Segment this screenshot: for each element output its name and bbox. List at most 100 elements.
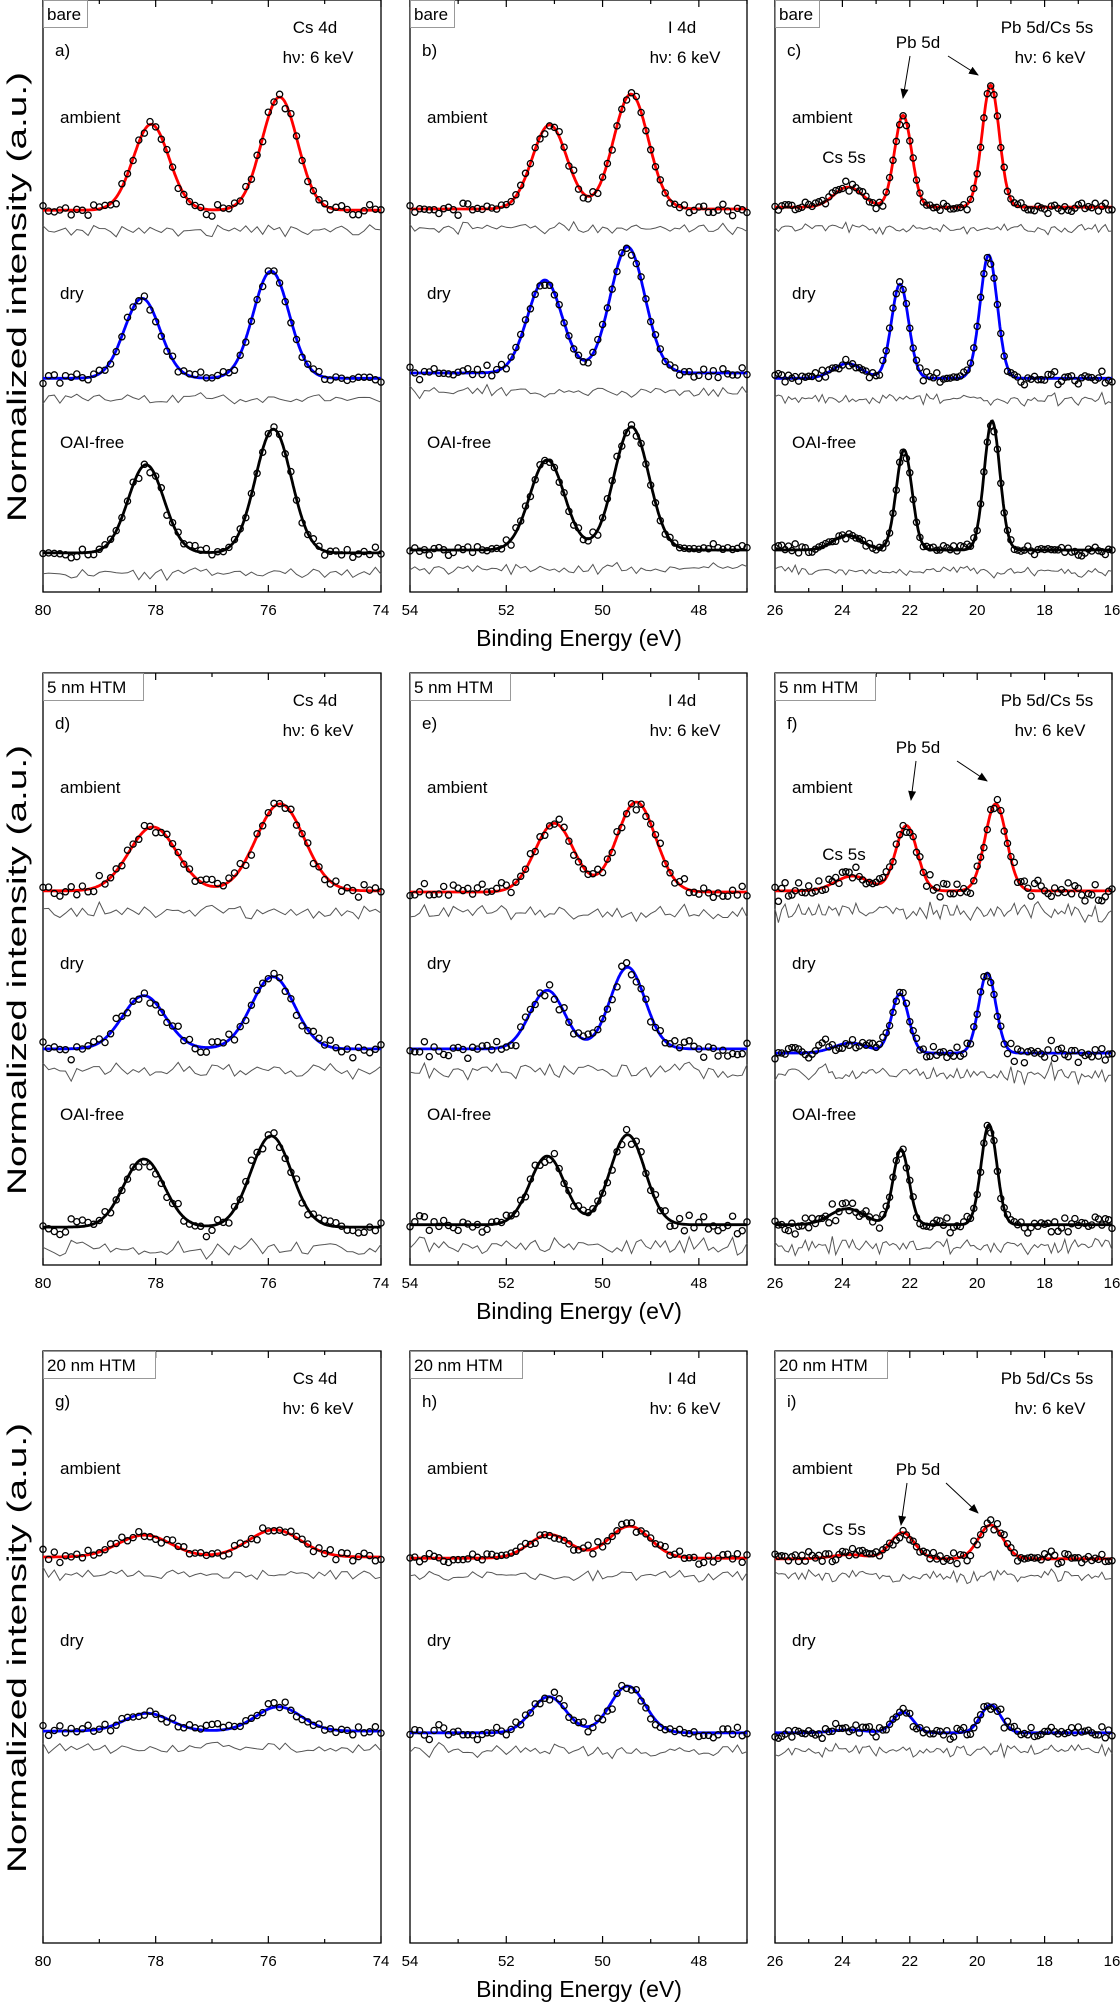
data-point (67, 1724, 75, 1733)
data-point (315, 863, 323, 871)
data-point (622, 244, 631, 253)
data-point (258, 979, 267, 987)
data-point (430, 1552, 438, 1561)
data-point (332, 877, 340, 885)
data-point (1074, 1058, 1083, 1067)
data-point (411, 369, 419, 377)
data-point (287, 467, 295, 476)
pb-5d-annotation: Pb 5d (896, 1460, 940, 1479)
data-point (541, 1530, 549, 1539)
annotation-arrow (908, 760, 917, 801)
sample-label-box (775, 0, 820, 28)
data-point (1007, 1543, 1015, 1552)
data-point (406, 1554, 414, 1562)
data-point (270, 98, 278, 106)
panel-letter: b) (422, 41, 437, 60)
x-tick-label: 78 (147, 1275, 164, 1292)
data-point (1094, 1731, 1103, 1739)
data-point (50, 1548, 59, 1556)
data-point (680, 1038, 689, 1046)
x-tick-label: 80 (35, 1953, 52, 1970)
data-point (202, 544, 211, 553)
data-point (174, 184, 182, 193)
data-point (39, 1222, 47, 1230)
data-point (502, 881, 511, 889)
data-point (488, 204, 496, 212)
data-point (845, 1206, 853, 1215)
data-point (492, 365, 501, 374)
data-point (801, 373, 810, 381)
fit-line (775, 253, 1112, 380)
data-point (879, 1210, 887, 1219)
data-point (550, 995, 559, 1004)
data-point (953, 880, 961, 888)
data-point (801, 1557, 810, 1565)
data-point (287, 1168, 295, 1177)
x-tick-label: 18 (1036, 602, 1053, 619)
data-point (425, 891, 434, 899)
data-point (1007, 1723, 1015, 1731)
data-point (966, 195, 975, 204)
data-point (483, 202, 491, 210)
data-point (608, 285, 616, 293)
data-point (622, 428, 631, 437)
data-point (304, 839, 312, 847)
data-point (415, 547, 424, 556)
data-point (902, 1164, 911, 1172)
x-tick-label: 20 (969, 602, 986, 619)
cs-5s-annotation: Cs 5s (822, 1520, 865, 1539)
data-point (420, 1555, 429, 1563)
series-dry: dry (771, 954, 1116, 1086)
data-point (84, 211, 92, 219)
data-point (565, 1186, 573, 1195)
data-point (415, 1048, 424, 1056)
sample-label: bare (47, 5, 81, 24)
data-point (140, 1157, 149, 1166)
data-point (579, 1718, 588, 1726)
data-point (545, 1696, 554, 1704)
series-label: ambient (60, 1459, 121, 1478)
data-point (298, 353, 306, 361)
data-point (642, 1704, 650, 1712)
data-point (1027, 206, 1035, 214)
data-point (1101, 199, 1110, 208)
data-point (680, 1554, 689, 1563)
data-point (106, 1030, 115, 1038)
series-label: ambient (792, 1459, 853, 1478)
data-point (377, 1219, 385, 1227)
data-point (275, 1703, 284, 1712)
data-point (811, 1219, 820, 1228)
x-tick-label: 22 (901, 602, 918, 619)
data-point (723, 892, 732, 900)
data-point (973, 1190, 981, 1199)
data-point (536, 1699, 544, 1708)
data-point (78, 545, 87, 554)
data-point (598, 1715, 607, 1724)
series-oai-free: OAI-free (39, 423, 385, 582)
data-point (569, 1546, 578, 1554)
data-point (101, 880, 109, 888)
data-point (613, 827, 621, 836)
data-point (1013, 878, 1022, 887)
data-point (298, 156, 306, 165)
data-point (365, 1551, 374, 1560)
data-point (531, 1700, 539, 1708)
data-point (478, 880, 486, 888)
data-point (642, 1169, 650, 1178)
data-point (912, 518, 921, 527)
data-point (219, 882, 228, 890)
data-point (550, 123, 559, 132)
photon-energy-label: hν: 6 keV (283, 721, 355, 740)
series-label: dry (792, 284, 816, 303)
plot-frame (42, 0, 382, 593)
data-point (406, 1222, 414, 1231)
series-label: dry (60, 954, 84, 973)
data-point (743, 1218, 751, 1226)
data-point (247, 317, 256, 325)
data-point (956, 542, 965, 550)
data-point (579, 194, 588, 202)
data-point (415, 205, 424, 213)
data-point (488, 1729, 496, 1737)
data-point (838, 1547, 847, 1556)
data-point (872, 371, 880, 380)
